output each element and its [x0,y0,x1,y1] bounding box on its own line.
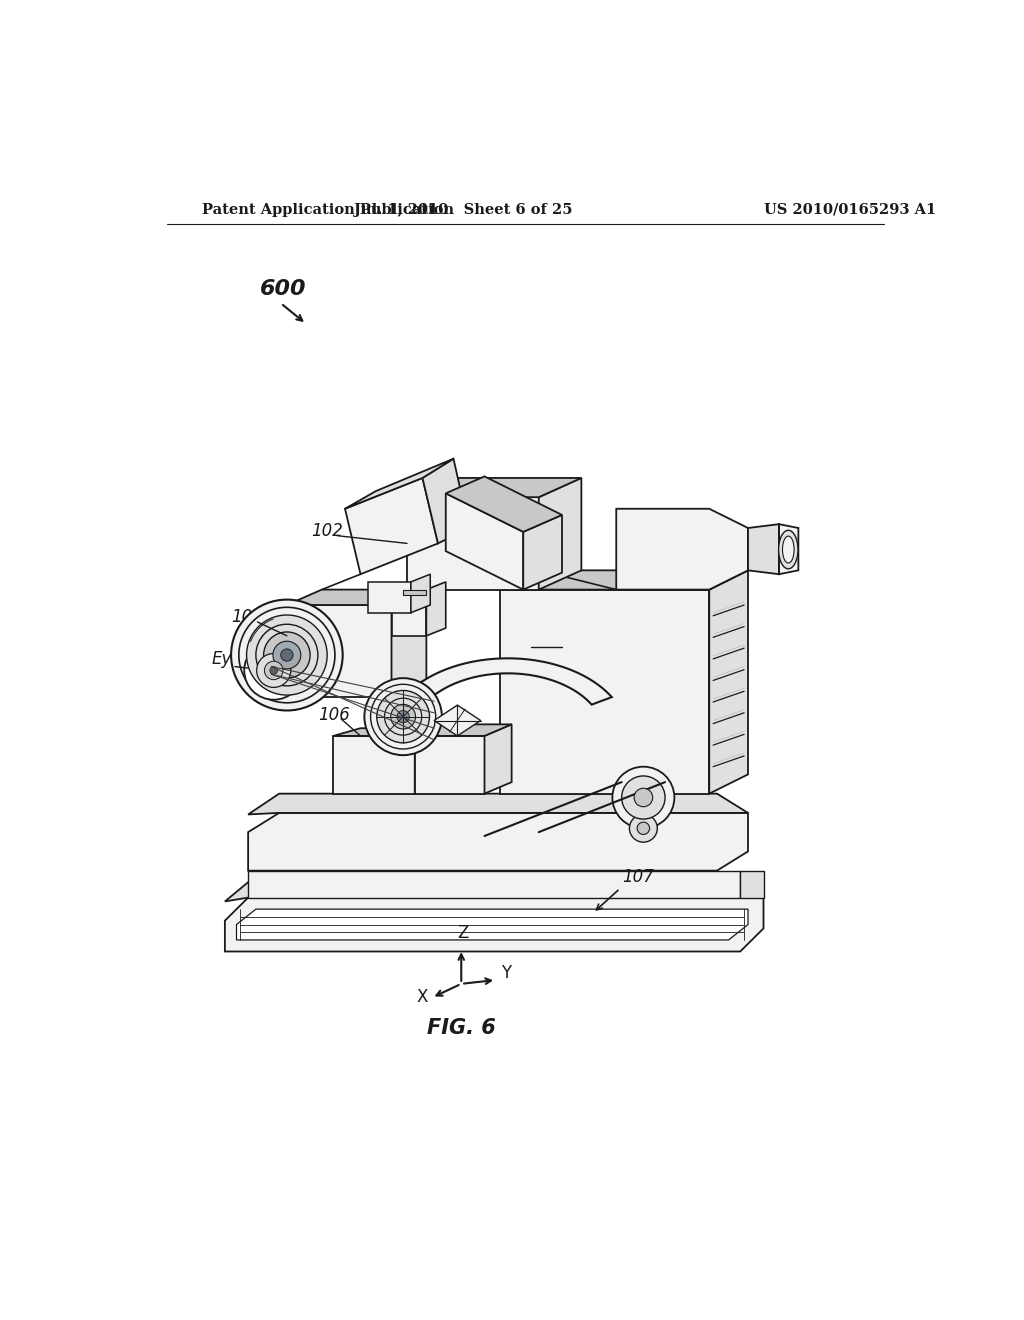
Polygon shape [334,737,415,793]
Polygon shape [415,725,512,737]
Text: Patent Application Publication: Patent Application Publication [202,203,454,216]
Polygon shape [345,478,438,574]
Circle shape [263,632,310,678]
Polygon shape [237,909,748,940]
Circle shape [273,642,301,669]
Circle shape [377,690,429,743]
Polygon shape [415,737,484,793]
Circle shape [256,624,317,686]
Polygon shape [248,871,740,898]
Polygon shape [539,478,582,590]
Polygon shape [388,659,611,730]
Polygon shape [779,524,799,574]
Text: 101: 101 [231,609,263,626]
Text: 103: 103 [564,638,596,655]
Polygon shape [391,590,426,697]
Polygon shape [426,582,445,636]
Circle shape [634,788,652,807]
Polygon shape [740,871,764,898]
Polygon shape [287,605,391,697]
Polygon shape [415,729,442,793]
Polygon shape [287,590,426,605]
Polygon shape [407,498,539,590]
Polygon shape [500,570,748,590]
Polygon shape [500,590,710,793]
Circle shape [637,822,649,834]
Circle shape [612,767,675,829]
Polygon shape [403,590,426,595]
Circle shape [622,776,665,818]
Polygon shape [445,494,523,590]
Text: 600: 600 [260,279,306,298]
Polygon shape [445,477,562,532]
Text: US 2010/0165293 A1: US 2010/0165293 A1 [764,203,936,216]
Text: FIG. 6: FIG. 6 [427,1018,496,1038]
Circle shape [245,642,303,700]
Circle shape [365,678,442,755]
Polygon shape [710,570,748,793]
Polygon shape [334,729,442,737]
Text: X: X [417,989,428,1006]
Polygon shape [434,705,480,737]
Polygon shape [248,793,748,814]
Circle shape [397,710,410,723]
Text: Y: Y [501,965,511,982]
Circle shape [391,705,416,729]
Circle shape [630,814,657,842]
Circle shape [239,607,335,702]
Text: Eye: Eye [212,651,243,668]
Text: 102: 102 [311,521,343,540]
Polygon shape [369,582,411,612]
Polygon shape [484,725,512,793]
Text: 106: 106 [318,706,350,725]
Ellipse shape [778,531,798,569]
Polygon shape [407,478,582,498]
Text: 107: 107 [623,869,654,886]
Polygon shape [748,524,779,574]
Polygon shape [423,459,469,544]
Circle shape [281,649,293,661]
Polygon shape [248,813,748,871]
Polygon shape [345,459,454,508]
Polygon shape [391,590,426,636]
Circle shape [231,599,343,710]
Text: Jul. 1, 2010   Sheet 6 of 25: Jul. 1, 2010 Sheet 6 of 25 [353,203,572,216]
Polygon shape [616,508,748,590]
Polygon shape [523,515,562,590]
Circle shape [371,684,435,748]
Circle shape [257,653,291,688]
Ellipse shape [782,536,795,564]
Circle shape [385,698,422,735]
Circle shape [270,667,278,675]
Polygon shape [411,574,430,612]
Circle shape [264,661,283,680]
Circle shape [247,615,328,696]
Text: Z: Z [457,924,469,941]
Polygon shape [225,898,764,952]
Polygon shape [225,882,764,902]
